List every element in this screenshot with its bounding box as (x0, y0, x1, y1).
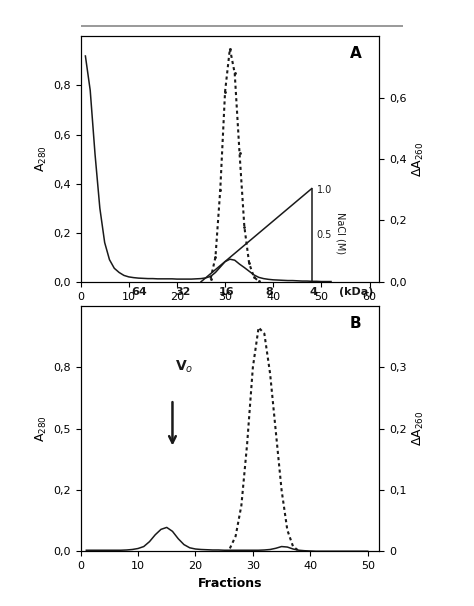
Text: 0.5: 0.5 (317, 230, 332, 240)
Text: 1.0: 1.0 (317, 185, 332, 195)
Text: NaCl (M): NaCl (M) (336, 211, 346, 254)
Text: 16: 16 (219, 287, 234, 298)
Text: 8: 8 (266, 287, 273, 298)
Text: A: A (349, 46, 361, 61)
Text: B: B (350, 316, 361, 331)
Text: (kDa): (kDa) (339, 287, 374, 298)
Text: V$_o$: V$_o$ (175, 358, 193, 375)
Y-axis label: ΔA$_{260}$: ΔA$_{260}$ (410, 141, 426, 177)
Y-axis label: A$_{280}$: A$_{280}$ (34, 415, 49, 442)
X-axis label: Fractions: Fractions (198, 577, 262, 590)
Text: 4: 4 (309, 287, 317, 298)
Y-axis label: A$_{280}$: A$_{280}$ (34, 145, 49, 173)
Text: 32: 32 (175, 287, 191, 298)
Y-axis label: ΔA$_{260}$: ΔA$_{260}$ (410, 411, 426, 447)
Text: 64: 64 (132, 287, 147, 298)
X-axis label: Fractions: Fractions (198, 307, 262, 320)
